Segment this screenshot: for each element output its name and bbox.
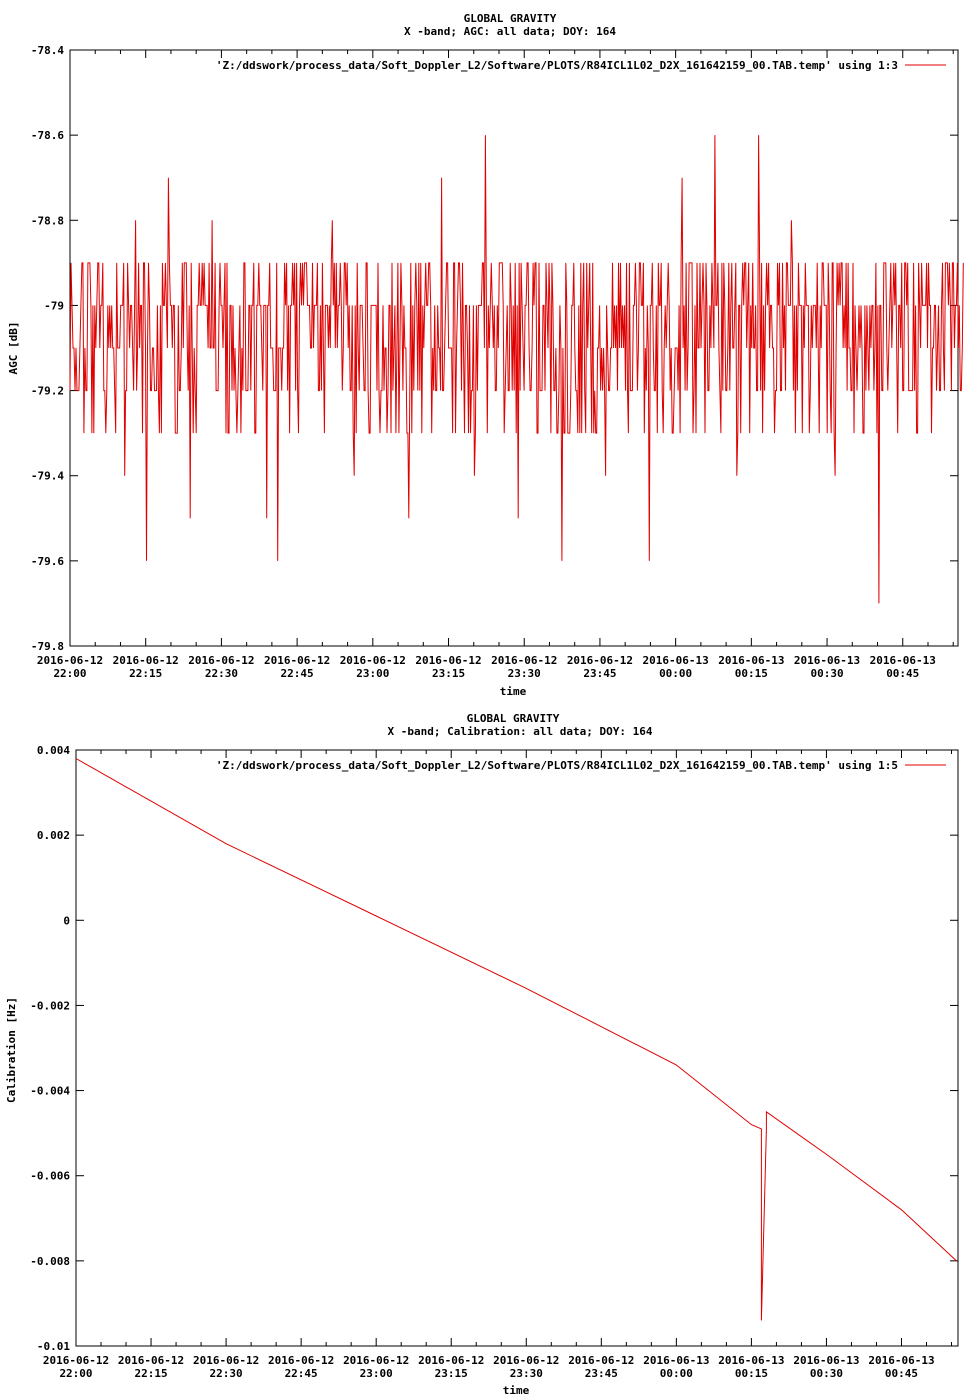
calibration-x-tick-date: 2016-06-12 (418, 1354, 484, 1367)
calibration-plot-title: GLOBAL GRAVITY (467, 712, 560, 725)
agc-y-tick-label: -79.2 (31, 385, 64, 398)
agc-x-tick-date: 2016-06-12 (567, 654, 633, 667)
calibration-x-tick-time: 00:30 (810, 1367, 843, 1380)
calibration-x-axis: 2016-06-1222:002016-06-1222:152016-06-12… (43, 750, 953, 1380)
agc-x-tick-time: 23:15 (432, 667, 465, 680)
agc-x-tick-time: 22:15 (129, 667, 162, 680)
agc-x-tick-date: 2016-06-12 (491, 654, 557, 667)
agc-y-axis: -78.4 -78.6 -78.8 -79 -79.2 -79.4 -79.6 -79.8 (31, 44, 958, 653)
agc-x-tick-date: 2016-06-12 (264, 654, 330, 667)
agc-x-tick-date: 2016-06-12 (37, 654, 103, 667)
agc-x-tick-time: 00:00 (659, 667, 692, 680)
agc-x-tick-date: 2016-06-13 (643, 654, 709, 667)
calibration-x-tick-time: 22:45 (285, 1367, 318, 1380)
calibration-y-tick-label: -0.002 (30, 999, 70, 1012)
agc-x-tick-time: 23:30 (508, 667, 541, 680)
agc-y-tick-label: -79.4 (31, 470, 64, 483)
calibration-x-tick-time: 23:00 (360, 1367, 393, 1380)
calibration-x-tick-time: 23:15 (435, 1367, 468, 1380)
agc-y-tick-label: -79 (44, 299, 64, 312)
calibration-y-tick-label: 0.004 (37, 744, 70, 757)
calibration-y-tick-label: -0.01 (37, 1340, 70, 1353)
calibration-y-tick-label: 0.002 (37, 829, 70, 842)
agc-x-tick-date: 2016-06-13 (870, 654, 936, 667)
agc-x-axis: 2016-06-1222:002016-06-1222:152016-06-12… (37, 50, 954, 680)
agc-series-line (69, 135, 964, 604)
agc-plot-title: GLOBAL GRAVITY (464, 12, 557, 25)
agc-x-tick-time: 00:30 (810, 667, 843, 680)
agc-x-tick-time: 00:45 (886, 667, 919, 680)
agc-x-tick-time: 23:00 (356, 667, 389, 680)
agc-x-tick-date: 2016-06-12 (188, 654, 254, 667)
calibration-x-tick-time: 23:45 (585, 1367, 618, 1380)
calibration-x-tick-date: 2016-06-12 (568, 1354, 634, 1367)
agc-x-tick-time: 22:45 (281, 667, 314, 680)
calibration-x-tick-date: 2016-06-12 (193, 1354, 259, 1367)
calibration-y-tick-label: -0.004 (30, 1085, 70, 1098)
calibration-plot: GLOBAL GRAVITY X -band; Calibration: all… (5, 712, 959, 1397)
agc-x-tick-time: 23:45 (583, 667, 616, 680)
agc-x-axis-label: time (500, 685, 527, 698)
calibration-x-tick-time: 22:30 (210, 1367, 243, 1380)
calibration-y-axis-label: Calibration [Hz] (5, 997, 18, 1103)
calibration-legend-label: 'Z:/ddswork/process_data/Soft_Doppler_L2… (216, 759, 898, 772)
agc-x-tick-time: 22:30 (205, 667, 238, 680)
agc-y-axis-label: AGC [dB] (7, 322, 20, 375)
agc-plot: GLOBAL GRAVITY X -band; AGC: all data; D… (7, 12, 964, 698)
calibration-plot-subtitle: X -band; Calibration: all data; DOY: 164 (388, 725, 653, 738)
calibration-y-tick-label: -0.006 (30, 1170, 70, 1183)
calibration-x-tick-date: 2016-06-12 (493, 1354, 559, 1367)
calibration-series-line (75, 758, 957, 1321)
calibration-x-tick-date: 2016-06-13 (868, 1354, 934, 1367)
calibration-x-tick-time: 22:15 (134, 1367, 167, 1380)
agc-x-tick-date: 2016-06-12 (415, 654, 481, 667)
calibration-x-tick-time: 22:00 (59, 1367, 92, 1380)
agc-y-tick-label: -79.6 (31, 555, 64, 568)
agc-x-tick-date: 2016-06-13 (794, 654, 860, 667)
calibration-x-tick-time: 00:15 (735, 1367, 768, 1380)
calibration-x-tick-date: 2016-06-13 (718, 1354, 784, 1367)
agc-y-tick-label: -79.8 (31, 640, 64, 653)
calibration-plot-frame (75, 749, 959, 1347)
agc-legend-label: 'Z:/ddswork/process_data/Soft_Doppler_L2… (216, 59, 898, 72)
calibration-x-axis-label: time (503, 1384, 530, 1397)
agc-x-tick-time: 00:15 (735, 667, 768, 680)
calibration-x-tick-date: 2016-06-12 (268, 1354, 334, 1367)
calibration-x-tick-date: 2016-06-12 (343, 1354, 409, 1367)
agc-x-tick-time: 22:00 (53, 667, 86, 680)
calibration-y-tick-label: 0 (63, 914, 70, 927)
calibration-x-tick-date: 2016-06-12 (43, 1354, 109, 1367)
agc-x-tick-date: 2016-06-13 (718, 654, 784, 667)
calibration-y-tick-label: -0.008 (30, 1255, 70, 1268)
calibration-x-tick-time: 00:45 (885, 1367, 918, 1380)
calibration-x-tick-time: 00:00 (660, 1367, 693, 1380)
agc-y-tick-label: -78.8 (31, 214, 64, 227)
calibration-x-tick-date: 2016-06-13 (793, 1354, 859, 1367)
calibration-y-axis: 0.004 0.002 0 -0.002 -0.004 -0.006 -0.008 -0.01 (30, 744, 958, 1353)
agc-y-tick-label: -78.4 (31, 44, 64, 57)
agc-y-tick-label: -78.6 (31, 129, 64, 142)
calibration-x-tick-time: 23:30 (510, 1367, 543, 1380)
calibration-x-tick-date: 2016-06-12 (118, 1354, 184, 1367)
agc-x-tick-date: 2016-06-12 (340, 654, 406, 667)
agc-plot-subtitle: X -band; AGC: all data; DOY: 164 (404, 25, 616, 38)
calibration-x-tick-date: 2016-06-13 (643, 1354, 709, 1367)
agc-x-tick-date: 2016-06-12 (113, 654, 179, 667)
